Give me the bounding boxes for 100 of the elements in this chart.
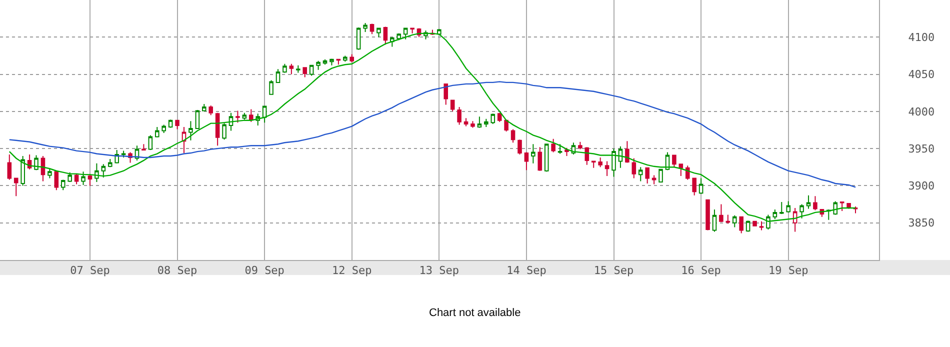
candlestick — [208, 104, 213, 116]
candlestick — [678, 164, 684, 177]
x-tick-label: 13 Sep — [419, 264, 460, 278]
candlestick — [779, 202, 784, 214]
candlestick — [444, 83, 448, 106]
candlestick — [692, 178, 696, 196]
candlestick — [20, 156, 25, 186]
candlestick — [309, 64, 314, 76]
candlestick — [242, 112, 247, 120]
candlestick — [343, 55, 348, 62]
candlestick — [726, 214, 730, 224]
candlestick — [739, 216, 744, 234]
candlestick — [202, 104, 206, 112]
candlestick — [604, 160, 610, 177]
candlestick — [54, 170, 59, 191]
candlestick — [336, 58, 341, 66]
candlestick — [551, 138, 556, 153]
candlestick — [195, 109, 200, 130]
candlestick — [672, 154, 676, 168]
candlestick — [645, 167, 650, 184]
candlestick — [370, 23, 374, 35]
candlestick — [813, 196, 818, 211]
candlestick — [591, 160, 596, 168]
candlestick — [578, 141, 582, 150]
candlestick — [121, 150, 126, 158]
candlestick — [34, 154, 38, 171]
candlestick — [142, 144, 146, 151]
candlestick — [698, 178, 704, 194]
candlestick — [175, 120, 180, 130]
candlestick — [262, 106, 267, 124]
y-tick-label: 3850 — [908, 216, 935, 230]
x-tick-label: 19 Sep — [768, 264, 808, 278]
candlestick — [504, 120, 508, 132]
x-tick-label: 15 Sep — [594, 264, 634, 278]
candlestick — [470, 120, 475, 128]
candlestick — [524, 152, 529, 171]
x-tick-label: 14 Sep — [506, 264, 546, 278]
candlestick — [538, 146, 542, 172]
candlestick — [457, 106, 462, 126]
candlestick — [350, 54, 354, 63]
candlestick — [564, 147, 569, 156]
candlestick — [154, 126, 160, 138]
candlestick — [558, 144, 562, 154]
candlestick — [632, 158, 636, 179]
candlestick — [396, 32, 402, 41]
candlestick — [249, 108, 254, 122]
text: Chart not available — [429, 307, 521, 319]
candlestick — [833, 200, 838, 216]
candlestick — [752, 220, 757, 226]
candlestick — [806, 194, 811, 210]
candlestick — [464, 118, 468, 127]
candlestick — [786, 200, 790, 213]
candlestick — [68, 172, 72, 182]
candlestick — [101, 164, 106, 178]
candlestick — [302, 67, 308, 78]
candlestick — [544, 144, 549, 172]
line-series — [8, 32, 856, 222]
candlestick — [437, 28, 442, 35]
candlestick — [60, 179, 66, 191]
candlestick — [410, 28, 414, 34]
candlestick — [81, 171, 86, 186]
candlestick — [746, 220, 750, 232]
candlestick — [638, 166, 643, 182]
candlestick — [732, 214, 737, 228]
candlestick — [612, 148, 616, 178]
candlestick — [497, 112, 502, 122]
candlestick — [772, 208, 778, 220]
y-tick-label: 4050 — [908, 68, 935, 82]
candlestick — [759, 220, 764, 231]
candlestick — [363, 22, 368, 32]
candlestick — [800, 204, 804, 219]
candlestick — [222, 122, 226, 140]
candlestick — [296, 64, 300, 74]
candlestick — [108, 158, 112, 168]
candlestick — [356, 26, 361, 50]
candlestick — [316, 60, 320, 70]
candlestick — [490, 113, 496, 125]
candlestick — [403, 28, 408, 40]
candlestick — [706, 199, 710, 231]
candlestick — [168, 119, 173, 128]
candlestick — [215, 112, 220, 146]
x-tick-label: 07 Sep — [70, 264, 110, 278]
candlestick — [148, 134, 153, 151]
y-tick-label: 4100 — [908, 30, 935, 44]
candlestick — [40, 156, 46, 182]
candlestick — [276, 68, 280, 83]
candlestick — [48, 168, 52, 179]
x-tick-label: 16 Sep — [681, 264, 721, 278]
y-tick-label: 3950 — [908, 142, 935, 156]
candlestick — [88, 174, 92, 186]
candlestick — [269, 80, 274, 95]
candlestick — [74, 173, 79, 185]
candlestick — [236, 110, 240, 124]
candlestick — [188, 120, 193, 141]
candlestick — [598, 156, 602, 168]
candlestick — [712, 208, 717, 232]
candlestick — [162, 124, 166, 134]
candlestick — [685, 165, 690, 180]
x-tick-label: 09 Sep — [244, 264, 284, 278]
candlestick — [840, 202, 844, 212]
